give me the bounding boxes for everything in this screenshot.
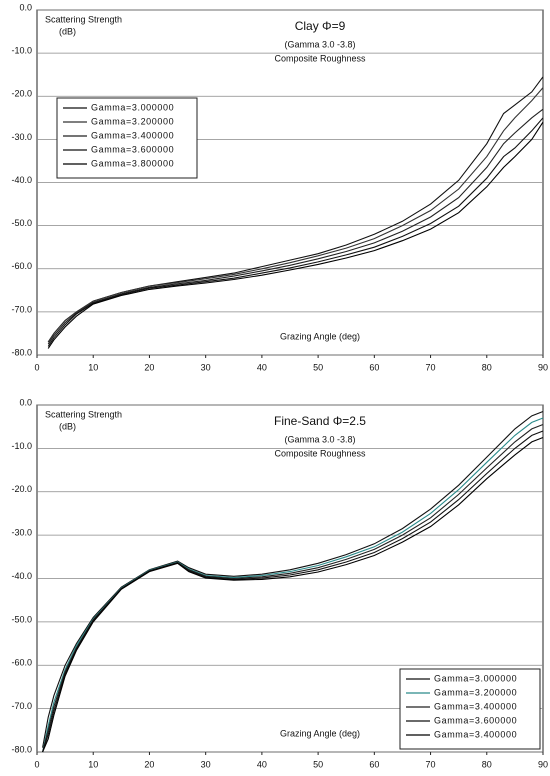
x-tick-label: 40 [257,759,267,769]
x-tick-label: 20 [144,362,154,372]
y-tick-label: 0.0 [19,397,32,407]
y-axis-label: Scattering Strength [45,409,122,419]
x-axis-label: Grazing Angle (deg) [280,331,360,341]
chart-title: Clay Φ=9 [295,19,346,33]
y-tick-label: -40.0 [11,175,32,185]
legend-label: Gamma=3.000000 [91,102,174,112]
y-axis-label: (dB) [59,421,76,431]
y-axis-label: Scattering Strength [45,14,122,24]
x-tick-label: 30 [201,759,211,769]
x-tick-label: 80 [482,362,492,372]
legend-label: Gamma=3.400000 [434,729,517,739]
chart: 0.0 -10.0 -20.0 -30.0 -40.0 -50.0 -60.0 -70.0 -8… [11,2,548,372]
x-tick-label: 80 [482,759,492,769]
series-line [42,430,544,753]
x-tick-label: 60 [369,362,379,372]
x-tick-label: 20 [144,759,154,769]
series-line [42,436,544,753]
x-tick-label: 90 [538,362,548,372]
legend-label: Gamma=3.200000 [434,687,517,697]
y-tick-label: -80.0 [11,744,32,754]
y-tick-label: -30.0 [11,132,32,142]
legend-label: Gamma=3.800000 [91,158,174,168]
chart-subtitle: (Gamma 3.0 -3.8) [284,39,355,49]
annotation: Composite Roughness [274,53,366,63]
legend-box [399,668,541,750]
series-line [47,121,544,349]
y-tick-label: -40.0 [11,571,32,581]
x-tick-label: 70 [426,362,436,372]
legend-label: Gamma=3.600000 [434,715,517,725]
y-tick-label: -60.0 [11,261,32,271]
annotation: Composite Roughness [274,448,366,458]
y-tick-label: -50.0 [11,614,32,624]
legend-label: Gamma=3.400000 [91,130,174,140]
legend-label: Gamma=3.400000 [434,701,517,711]
legend: Gamma=3.000000 Gamma=3.200000 Gamma=3.4000… [56,97,198,179]
legend-box [56,97,198,179]
chart: 0.0 -10.0 -20.0 -30.0 -40.0 -50.0 -60.0 -70.0 -8… [11,397,548,769]
y-tick-label: -10.0 [11,46,32,56]
x-tick-label: 50 [313,759,323,769]
legend-label: Gamma=3.200000 [91,116,174,126]
x-axis-label: Grazing Angle (deg) [280,728,360,738]
y-tick-label: -20.0 [11,89,32,99]
legend-label: Gamma=3.600000 [91,144,174,154]
y-tick-label: -50.0 [11,218,32,228]
legend: Gamma=3.000000 Gamma=3.200000 Gamma=3.4000… [399,668,541,750]
y-tick-label: 0.0 [19,2,32,12]
y-tick-label: -20.0 [11,484,32,494]
x-tick-label: 10 [88,759,98,769]
y-tick-label: -10.0 [11,441,32,451]
y-tick-label: -30.0 [11,528,32,538]
y-tick-label: -70.0 [11,701,32,711]
legend-label: Gamma=3.000000 [434,673,517,683]
series-line [47,108,544,345]
x-tick-label: 0 [34,362,39,372]
x-tick-label: 70 [426,759,436,769]
x-tick-label: 40 [257,362,267,372]
series-line [42,417,544,753]
series-line [47,117,544,347]
series-line [42,410,544,748]
y-tick-label: -70.0 [11,304,32,314]
y-tick-label: -60.0 [11,658,32,668]
x-tick-label: 60 [369,759,379,769]
chart-subtitle: (Gamma 3.0 -3.8) [284,434,355,444]
y-axis-label: (dB) [59,26,76,36]
x-tick-label: 10 [88,362,98,372]
chart-title: Fine-Sand Φ=2.5 [274,414,366,428]
x-tick-label: 90 [538,759,548,769]
x-tick-label: 0 [34,759,39,769]
x-tick-label: 50 [313,362,323,372]
series-line [42,423,544,753]
y-tick-label: -80.0 [11,347,32,357]
x-tick-label: 30 [201,362,211,372]
series-line [47,87,544,343]
